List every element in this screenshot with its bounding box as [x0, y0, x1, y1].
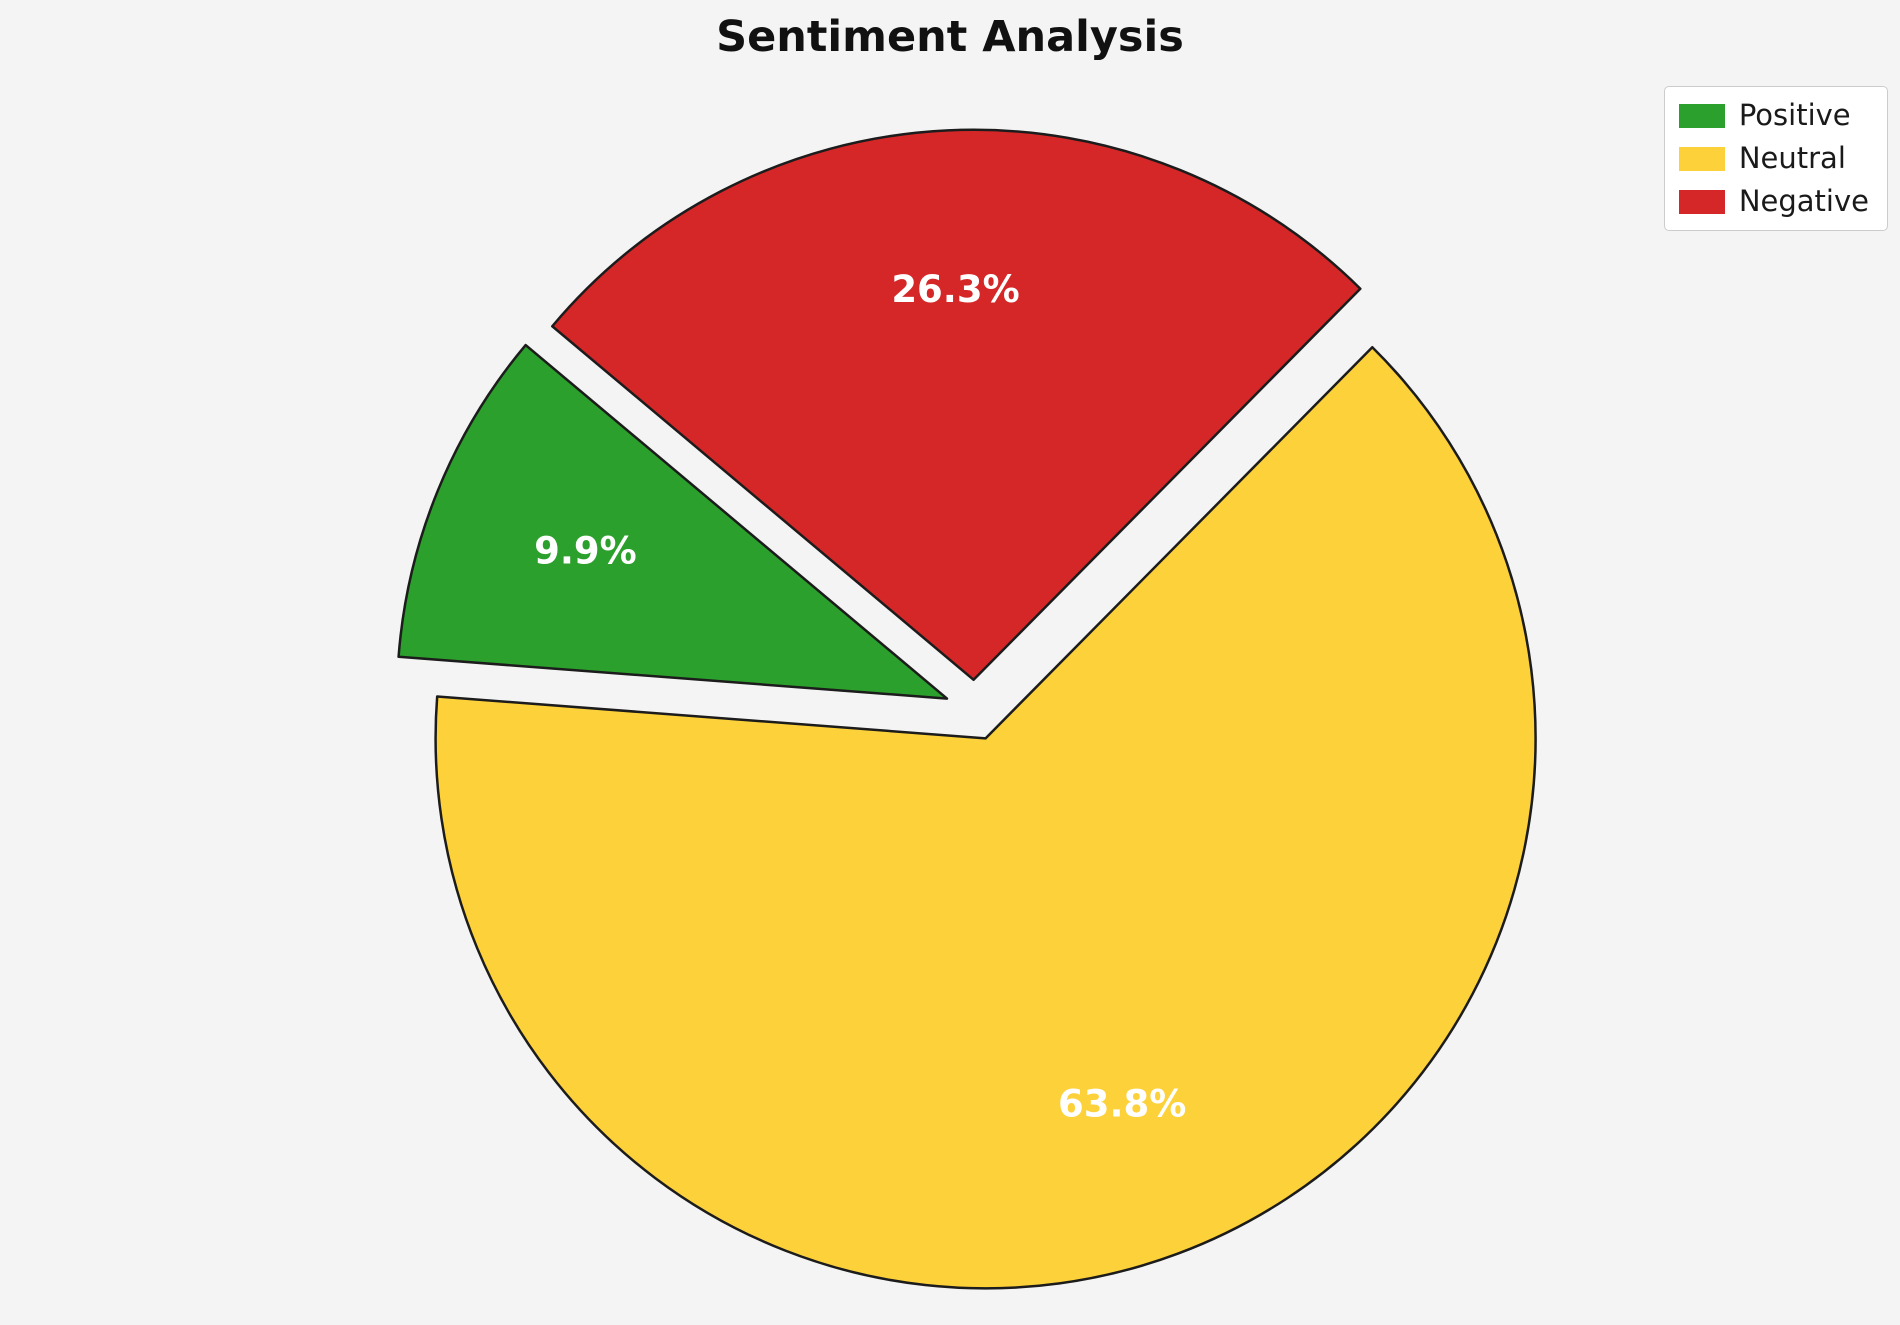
- pie-slice-negative: [551, 128, 1362, 682]
- legend-swatch-neutral-icon: [1678, 146, 1725, 171]
- legend-label-positive: Positive: [1738, 98, 1851, 132]
- pie-slice-neutral: [434, 346, 1537, 1290]
- legend-label-negative: Negative: [1738, 184, 1869, 218]
- pie-slice-positive: [397, 343, 949, 700]
- pie-percentage-label-neutral: 63.8%: [1058, 1083, 1186, 1126]
- legend: Positive Neutral Negative: [1663, 86, 1888, 231]
- legend-item-neutral: Neutral: [1678, 141, 1869, 175]
- legend-label-neutral: Neutral: [1738, 141, 1846, 175]
- pie-percentage-label-negative: 26.3%: [891, 268, 1019, 311]
- legend-item-positive: Positive: [1678, 98, 1869, 132]
- chart-title: Sentiment Analysis: [716, 12, 1184, 62]
- legend-swatch-negative-icon: [1678, 189, 1725, 214]
- pie-percentage-label-positive: 9.9%: [534, 530, 637, 573]
- legend-item-negative: Negative: [1678, 184, 1869, 218]
- legend-swatch-positive-icon: [1678, 103, 1725, 128]
